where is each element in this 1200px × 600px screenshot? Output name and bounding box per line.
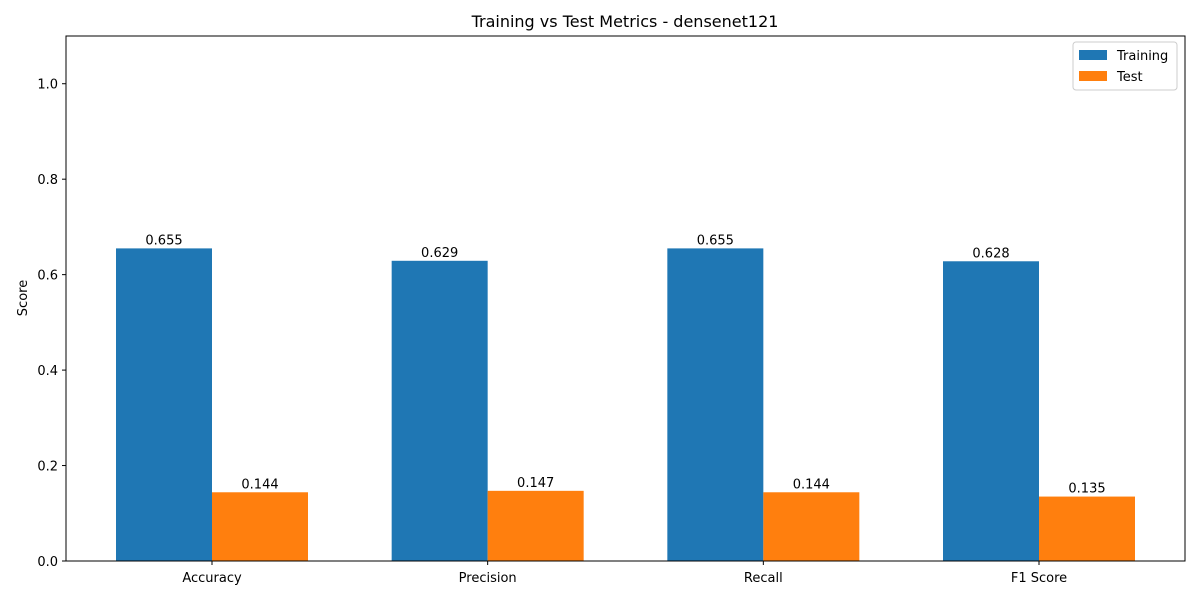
bar-test-precision <box>487 490 584 561</box>
bar-test-recall <box>763 492 860 561</box>
data-label-test-recall: 0.144 <box>793 477 830 492</box>
data-label-test-accuracy: 0.144 <box>241 477 278 492</box>
legend: Training Test <box>1072 41 1178 91</box>
x-tick-label-accuracy: Accuracy <box>182 571 242 586</box>
axes-layer: 0.0 0.2 0.4 0.6 0.8 1.0 Accuracy Precision Recal… <box>37 35 1186 586</box>
bar-test-accuracy <box>212 492 308 561</box>
y-tick-label: 1.0 <box>37 78 58 93</box>
y-tick-label: 0.2 <box>37 460 58 475</box>
legend-label-training: Training <box>1116 49 1168 64</box>
y-tick-label: 0.4 <box>37 364 58 379</box>
bars-layer <box>116 248 1135 562</box>
data-label-training-accuracy: 0.655 <box>145 233 182 248</box>
data-label-training-precision: 0.629 <box>421 246 458 261</box>
y-tick-label: 0.0 <box>37 555 58 570</box>
data-label-training-recall: 0.655 <box>697 233 734 248</box>
bar-training-accuracy <box>116 248 212 562</box>
data-label-test-precision: 0.147 <box>517 476 554 491</box>
x-tick-label-f1-score: F1 Score <box>1011 571 1067 586</box>
bar-training-f1-score <box>943 261 1039 561</box>
bar-test-f1-score <box>1039 496 1135 561</box>
bar-training-recall <box>667 248 764 562</box>
bar-training-precision <box>391 260 488 561</box>
legend-label-test: Test <box>1116 70 1143 85</box>
legend-swatch-test <box>1079 71 1107 81</box>
y-tick-label: 0.6 <box>37 269 58 284</box>
data-labels-layer: 0.655 0.629 0.655 0.628 0.144 0.147 0.144 0.135 <box>145 233 1105 496</box>
legend-swatch-training <box>1079 50 1107 60</box>
y-tick-label: 0.8 <box>37 173 58 188</box>
x-tick-label-recall: Recall <box>744 571 783 586</box>
chart-title: Training vs Test Metrics - densenet121 <box>471 12 779 31</box>
data-label-test-f1-score: 0.135 <box>1068 482 1105 497</box>
data-label-training-f1-score: 0.628 <box>972 246 1009 261</box>
y-axis-label: Score <box>16 280 31 316</box>
plot-frame <box>65 35 1186 562</box>
x-tick-label-precision: Precision <box>459 571 517 586</box>
